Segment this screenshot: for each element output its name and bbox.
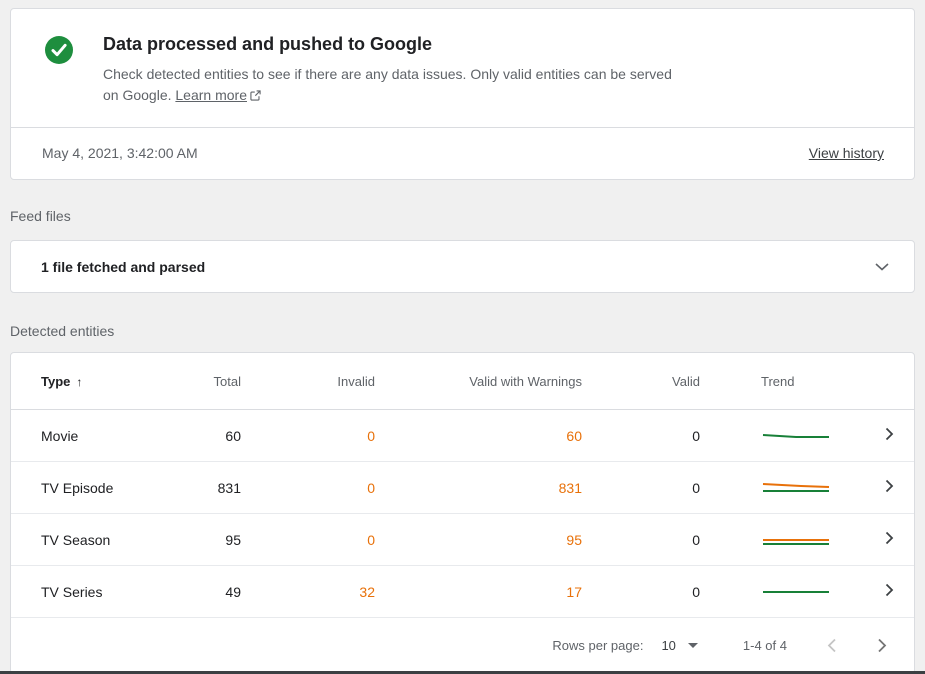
- chevron-down-icon[interactable]: [875, 258, 889, 276]
- table-pagination: Rows per page: 10 1-4 of 4: [11, 618, 914, 673]
- status-card-main: Data processed and pushed to Google Chec…: [11, 9, 914, 127]
- rows-per-page-select[interactable]: 10: [661, 638, 698, 653]
- cell-invalid: 0: [367, 427, 375, 444]
- cell-type: TV Episode: [41, 479, 114, 496]
- cell-invalid: 0: [367, 531, 375, 548]
- cell-valid: 0: [692, 531, 700, 548]
- trend-sparkline: [700, 532, 871, 548]
- chevron-right-icon[interactable]: [871, 531, 894, 548]
- column-header-valid-with-warnings[interactable]: Valid with Warnings: [469, 373, 582, 389]
- status-timestamp: May 4, 2021, 3:42:00 AM: [42, 145, 198, 161]
- cell-valid-with-warnings: 60: [566, 427, 582, 444]
- table-row[interactable]: TV Episode 831 0 831 0: [11, 462, 914, 514]
- sort-ascending-icon: ↑: [76, 374, 83, 389]
- detected-entities-table: Type ↑ Total Invalid Valid with Warnings …: [10, 352, 915, 674]
- table-row[interactable]: TV Series 49 32 17 0: [11, 566, 914, 618]
- status-title: Data processed and pushed to Google: [103, 34, 433, 54]
- feed-files-summary: 1 file fetched and parsed: [41, 258, 206, 275]
- cell-type: TV Series: [41, 583, 103, 600]
- chevron-right-icon[interactable]: [871, 427, 894, 444]
- trend-sparkline: [700, 428, 871, 444]
- next-page-button[interactable]: [877, 638, 887, 653]
- window-bottom-edge: [0, 671, 925, 674]
- status-text-block: Data processed and pushed to Google Chec…: [103, 34, 678, 107]
- cell-valid-with-warnings: 831: [558, 479, 582, 496]
- view-history-link[interactable]: View history: [808, 145, 884, 161]
- cell-valid: 0: [692, 479, 700, 496]
- caret-down-icon: [687, 643, 698, 648]
- column-header-total[interactable]: Total: [213, 373, 241, 389]
- feed-files-expander[interactable]: 1 file fetched and parsed: [10, 240, 915, 293]
- column-header-invalid[interactable]: Invalid: [337, 373, 375, 389]
- feed-files-section-label: Feed files: [10, 208, 71, 224]
- table-row[interactable]: TV Season 95 0 95 0: [11, 514, 914, 566]
- previous-page-button[interactable]: [827, 638, 837, 653]
- rows-per-page-label: Rows per page:: [552, 638, 644, 653]
- trend-sparkline: [700, 480, 871, 496]
- rows-per-page-value: 10: [661, 638, 676, 653]
- trend-sparkline: [700, 584, 871, 600]
- column-header-type[interactable]: Type ↑: [41, 373, 83, 389]
- status-card: Data processed and pushed to Google Chec…: [10, 8, 915, 180]
- table-header-row: Type ↑ Total Invalid Valid with Warnings …: [11, 353, 914, 410]
- chevron-right-icon[interactable]: [871, 479, 894, 496]
- status-footer: May 4, 2021, 3:42:00 AM View history: [11, 127, 914, 179]
- cell-valid-with-warnings: 95: [566, 531, 582, 548]
- cell-type: TV Season: [41, 531, 111, 548]
- cell-total: 60: [225, 427, 241, 444]
- external-link-icon: [250, 86, 261, 107]
- status-description: Check detected entities to see if there …: [103, 64, 678, 107]
- cell-total: 95: [225, 531, 241, 548]
- cell-invalid: 0: [367, 479, 375, 496]
- table-row[interactable]: Movie 60 0 60 0: [11, 410, 914, 462]
- cell-valid: 0: [692, 427, 700, 444]
- cell-valid-with-warnings: 17: [566, 583, 582, 600]
- column-header-trend: Trend: [761, 373, 795, 389]
- cell-valid: 0: [692, 583, 700, 600]
- detected-entities-section-label: Detected entities: [10, 323, 115, 339]
- cell-total: 831: [217, 479, 241, 496]
- chevron-right-icon[interactable]: [871, 583, 894, 600]
- cell-total: 49: [225, 583, 241, 600]
- cell-type: Movie: [41, 427, 79, 444]
- pagination-range: 1-4 of 4: [742, 638, 787, 653]
- cell-invalid: 32: [359, 583, 375, 600]
- check-circle-icon: [45, 34, 73, 107]
- learn-more-link[interactable]: Learn more: [175, 87, 261, 103]
- status-description-text: Check detected entities to see if there …: [103, 66, 672, 103]
- column-header-valid[interactable]: Valid: [672, 373, 700, 389]
